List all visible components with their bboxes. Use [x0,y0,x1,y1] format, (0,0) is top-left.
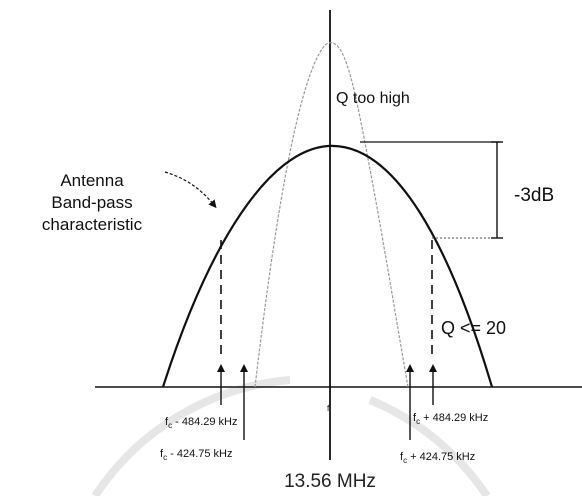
antenna-label-line1: Antenna [60,171,124,190]
label-left-outer: fc - 484.29 kHz [165,416,237,430]
svg-text:fc - 484.29 kHz: fc - 484.29 kHz [165,416,237,430]
svg-text:fc + 424.75 kHz: fc + 424.75 kHz [400,451,475,465]
svg-text:fc - 424.75 kHz: fc - 424.75 kHz [160,448,232,462]
q-too-high-label: Q too high [336,90,410,107]
svg-text:fc + 484.29 kHz: fc + 484.29 kHz [413,412,488,426]
antenna-label-line3: characteristic [42,215,143,234]
label-right-inner: fc + 424.75 kHz [400,451,475,465]
watermark-arcs [91,376,491,496]
center-f-tick-label: f [327,404,330,413]
q-le-20-label: Q <= 20 [441,318,506,338]
minus3db-label: -3dB [514,185,554,206]
antenna-label-line2: Band-pass [51,193,132,212]
label-right-outer: fc + 484.29 kHz [413,412,488,426]
high-q-curve [254,42,409,388]
label-left-inner: fc - 424.75 kHz [160,448,232,462]
minus3db-bracket [491,141,503,239]
bandpass-curve [161,144,494,388]
antenna-label-pointer [164,171,217,209]
frequency-arrows [217,364,437,440]
center-frequency-label: 13.56 MHz [284,471,376,492]
